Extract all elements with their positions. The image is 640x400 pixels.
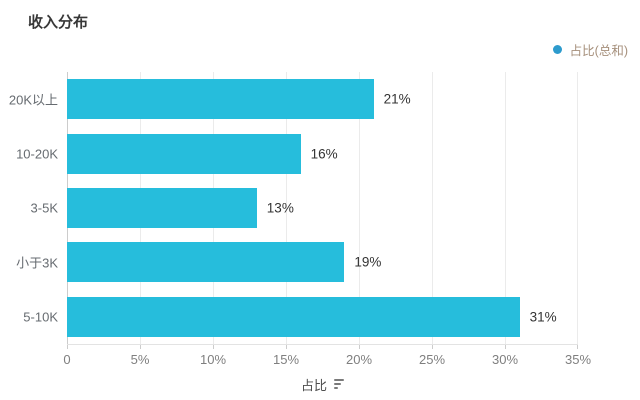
bar[interactable] [67,79,374,120]
gridline [358,72,360,344]
x-tick-mark [577,345,578,349]
value-label: 13% [266,200,294,216]
x-tick-label: 30% [491,352,519,367]
x-tick-mark [139,345,141,349]
chart-title: 收入分布 [28,14,89,31]
x-tick-mark [212,345,214,349]
bar[interactable] [67,296,520,337]
category-label: 小于3K [16,255,58,271]
gridline [432,72,433,344]
category-label: 10-20K [16,146,58,162]
x-tick-mark [358,345,360,349]
value-label: 21% [383,91,411,107]
x-tick-label: 25% [418,352,446,367]
x-tick-mark [67,345,68,349]
category-label: 5-10K [23,309,58,325]
value-label: 19% [354,254,382,270]
bar-row: 10-20K 16% [16,126,578,180]
gridline [577,72,578,344]
legend-label: 占比(总和) [569,44,628,58]
bar-row: 小于3K 19% [16,235,578,289]
x-tick-label: 35% [564,352,592,367]
gridline [286,72,287,344]
bar[interactable] [67,133,301,174]
x-tick-mark [505,345,506,349]
x-tick-label: 15% [272,352,300,367]
bar-row: 20K以上 21% [9,72,578,126]
legend-item[interactable]: 占比(总和) [552,40,628,59]
x-tick-label: 5% [130,352,150,367]
x-tick-mark [432,345,433,349]
x-axis-title-label: 占比 [300,377,327,393]
bar[interactable] [67,242,345,283]
value-label: 31% [529,309,557,325]
x-axis: 0 5% 10% 15% 20% 25% 30% 35% [63,345,591,373]
value-label: 16% [310,146,338,162]
x-tick-mark [286,345,287,349]
sort-icon[interactable] [334,379,344,389]
bar-row: 3-5K 13% [31,181,578,235]
category-label: 20K以上 [8,92,58,108]
bar[interactable] [67,187,257,228]
gridline [505,72,506,344]
category-label: 3-5K [30,200,58,216]
x-axis-title: 占比 [67,374,578,394]
x-tick-label: 0 [63,352,71,367]
x-tick-label: 20% [345,352,373,367]
bar-row: 5-10K 31% [23,290,578,344]
plot-area: 20K以上 21% 10-20K 16% 3-5K 13% 小于3K 19% 5-10K 31% [9,72,578,345]
legend-marker-icon [552,45,562,54]
x-tick-label: 10% [199,352,227,367]
